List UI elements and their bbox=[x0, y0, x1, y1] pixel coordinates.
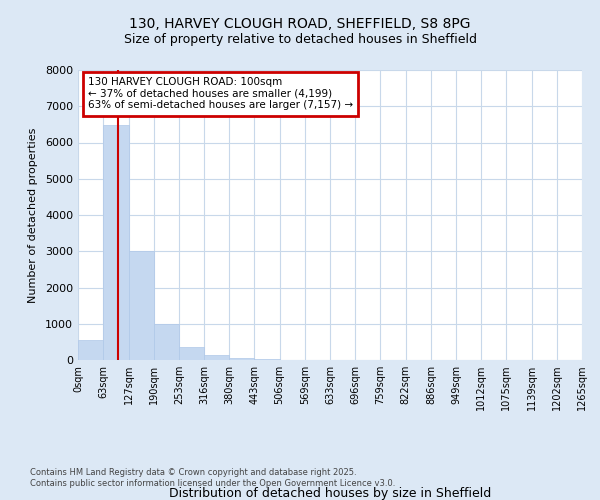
Bar bbox=[128, 251, 154, 360]
Text: Size of property relative to detached houses in Sheffield: Size of property relative to detached ho… bbox=[124, 32, 476, 46]
Text: 130, HARVEY CLOUGH ROAD, SHEFFIELD, S8 8PG: 130, HARVEY CLOUGH ROAD, SHEFFIELD, S8 8… bbox=[129, 18, 471, 32]
Bar bbox=[103, 125, 128, 360]
Bar bbox=[179, 346, 204, 360]
Bar bbox=[254, 359, 280, 360]
Bar bbox=[204, 354, 229, 360]
X-axis label: Distribution of detached houses by size in Sheffield: Distribution of detached houses by size … bbox=[169, 487, 491, 500]
Bar bbox=[78, 340, 103, 360]
Text: Contains HM Land Registry data © Crown copyright and database right 2025.
Contai: Contains HM Land Registry data © Crown c… bbox=[30, 468, 395, 487]
Bar bbox=[229, 358, 254, 360]
Bar bbox=[154, 324, 179, 360]
Text: 130 HARVEY CLOUGH ROAD: 100sqm
← 37% of detached houses are smaller (4,199)
63% : 130 HARVEY CLOUGH ROAD: 100sqm ← 37% of … bbox=[88, 77, 353, 110]
Y-axis label: Number of detached properties: Number of detached properties bbox=[28, 128, 38, 302]
